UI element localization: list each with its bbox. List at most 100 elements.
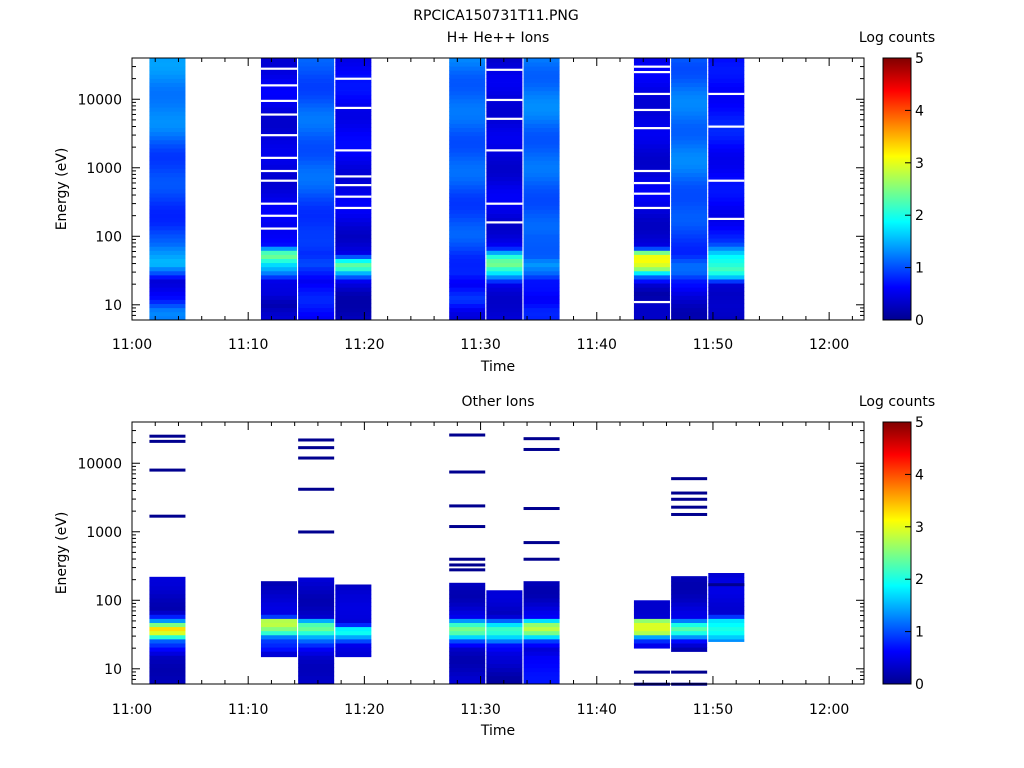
panel0-cell (335, 254, 372, 259)
panel0-cell (149, 152, 186, 157)
panel0-cell (260, 172, 297, 178)
panel0-cell (523, 234, 560, 239)
panel0-cell (298, 246, 335, 251)
panel1-cell (449, 671, 486, 677)
x-tick-label: 11:00 (112, 702, 152, 718)
panel0-cell (260, 291, 297, 296)
panel0-cell (671, 217, 708, 223)
panel0-cell (486, 164, 523, 169)
panel0-cell (523, 156, 560, 161)
colorbar-tick-label: 4 (915, 103, 924, 119)
panel1-cell (486, 598, 523, 603)
colorbar: Log counts 0 1 2 3 4 5 (859, 30, 935, 329)
panel-title: H+ He++ Ions (447, 30, 550, 46)
panel0-cell (149, 299, 186, 305)
panel0-cell (708, 66, 745, 71)
panel0-cell (671, 107, 708, 112)
panel0-cell (523, 180, 560, 186)
panel0-cell (335, 287, 372, 292)
panel1-cell (335, 643, 372, 648)
panel1-cell (298, 659, 335, 664)
panel0-cell (633, 189, 670, 194)
panel1-cell (523, 647, 560, 652)
panel0-cell (523, 78, 560, 83)
panel0-cell (523, 254, 560, 259)
panel1-cell (523, 626, 560, 632)
panel0-cell (149, 217, 186, 223)
panel1-cell (671, 647, 708, 652)
panel0-cell (298, 205, 335, 210)
panel0-cell (335, 246, 372, 251)
panel1-cell (523, 618, 560, 623)
panel0-gap-line (708, 125, 745, 128)
panel1-cell (523, 589, 560, 595)
panel1-count-line (449, 470, 486, 474)
panel0-cell (671, 156, 708, 161)
panel0-cell (298, 213, 335, 219)
panel1-cell (335, 606, 372, 611)
panel1-cell (149, 634, 186, 640)
panel0-cell (486, 242, 523, 247)
panel0-cell (335, 139, 372, 145)
panel0-cell (298, 279, 335, 284)
panel1-cell (633, 600, 670, 603)
panel1-cell (149, 630, 186, 636)
panel1-count-line (149, 514, 186, 518)
panel1-cell (260, 589, 297, 595)
panel0-cell (671, 160, 708, 165)
panel1-count-line (298, 446, 335, 450)
x-axis-label: Time (480, 359, 515, 375)
panel0-cell (523, 225, 560, 231)
y-tick-label: 10000 (77, 92, 122, 108)
panel1-cell (260, 581, 297, 583)
panel0-cell (708, 258, 745, 264)
panel0-cell (671, 307, 708, 313)
panel0-gap-line (260, 227, 297, 230)
panel0-cell (708, 303, 745, 309)
panel0-cell (260, 152, 297, 157)
panel0-cell (298, 201, 335, 206)
panel0-cell (708, 74, 745, 79)
panel0-cell (633, 123, 670, 128)
panel0-gap-line (335, 175, 372, 178)
panel0-cell (633, 229, 670, 235)
panel0-cell (708, 299, 745, 305)
panel0-gap-line (633, 65, 670, 68)
panel1-cell (449, 593, 486, 599)
y-axis-label: Energy (eV) (54, 148, 70, 231)
panel0-cell (298, 254, 335, 259)
panel0-cell (523, 283, 560, 288)
panel0-cell (149, 94, 186, 100)
panel1-cell (671, 606, 708, 611)
panel1-cell (298, 675, 335, 681)
panel0-cell (335, 135, 372, 141)
panel0-cell (633, 225, 670, 231)
panel0-cell (486, 221, 523, 227)
panel1-cell (298, 630, 335, 636)
panel0-cell (335, 123, 372, 128)
panel0-cell (633, 111, 670, 116)
panel1-time-column-0 (149, 434, 186, 685)
panel0-cell (486, 180, 523, 186)
panel0-cell (298, 86, 335, 92)
panel1-count-line (449, 433, 486, 437)
panel1-cell (708, 577, 745, 583)
panel0-cell (633, 250, 670, 255)
panel1-cell (633, 647, 670, 649)
panel1-cell (149, 643, 186, 648)
panel0-cell (449, 250, 486, 255)
panel0-cell (523, 274, 560, 280)
panel1-cell (335, 647, 372, 652)
panel1-cell (260, 606, 297, 611)
panel0-cell (633, 78, 670, 83)
panel0-cell (149, 246, 186, 251)
panel0-cell (486, 283, 523, 288)
panel0-cell (486, 295, 523, 300)
panel1-cell (149, 602, 186, 607)
panel0-cell (449, 303, 486, 309)
panel0-cell (486, 229, 523, 235)
panel0-cell (671, 58, 708, 63)
panel0-cell (335, 127, 372, 133)
panel0-gap-line (260, 214, 297, 217)
